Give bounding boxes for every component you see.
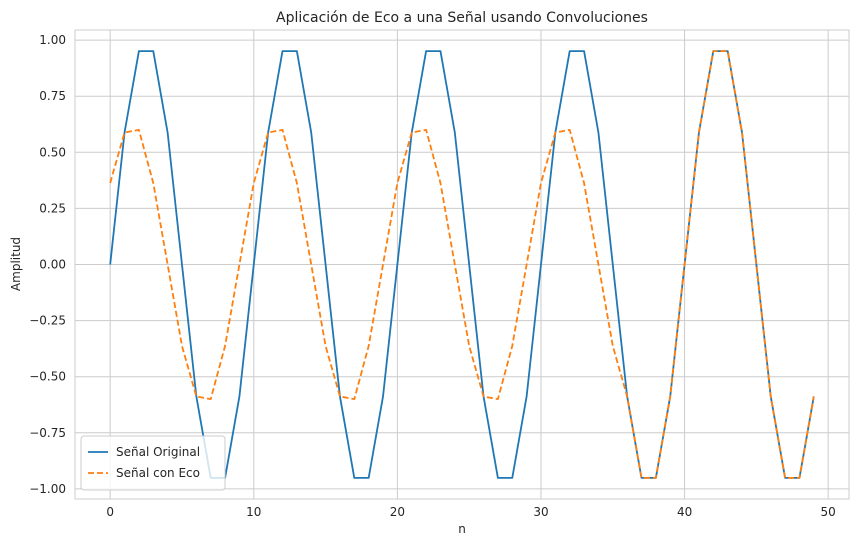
- x-tick-label: 10: [246, 505, 261, 519]
- x-tick-labels: 0 10 20 30 40 50: [106, 505, 835, 519]
- y-tick-label: −1.00: [29, 482, 66, 496]
- x-tick-label: 50: [821, 505, 836, 519]
- y-tick-label: −0.75: [29, 426, 66, 440]
- y-tick-label: −0.25: [29, 314, 66, 328]
- legend-label-original: Señal Original: [116, 445, 200, 459]
- legend-box: [80, 435, 226, 491]
- x-tick-label: 30: [533, 505, 548, 519]
- y-tick-labels: −1.00 −0.75 −0.50 −0.25 0.00 0.25 0.50 0.75 1.00: [29, 33, 66, 496]
- series-line-echo: [109, 50, 815, 479]
- y-tick-label: 0.25: [39, 201, 66, 215]
- y-tick-label: 1.00: [39, 33, 66, 47]
- legend: Señal Original Señal con Eco: [80, 435, 226, 491]
- x-tick-label: 0: [106, 505, 114, 519]
- grid: [75, 30, 849, 499]
- series-group: [109, 50, 815, 479]
- x-tick-label: 20: [390, 505, 405, 519]
- y-tick-label: 0.75: [39, 89, 66, 103]
- x-axis-label: n: [458, 522, 466, 536]
- y-tick-label: 0.00: [39, 258, 66, 272]
- y-tick-label: −0.50: [29, 370, 66, 384]
- x-tick-label: 40: [677, 505, 692, 519]
- chart-title: Aplicación de Eco a una Señal usando Con…: [276, 10, 648, 26]
- y-tick-label: 0.50: [39, 145, 66, 159]
- legend-label-echo: Señal con Eco: [116, 466, 200, 480]
- y-axis-label: Amplitud: [9, 237, 23, 291]
